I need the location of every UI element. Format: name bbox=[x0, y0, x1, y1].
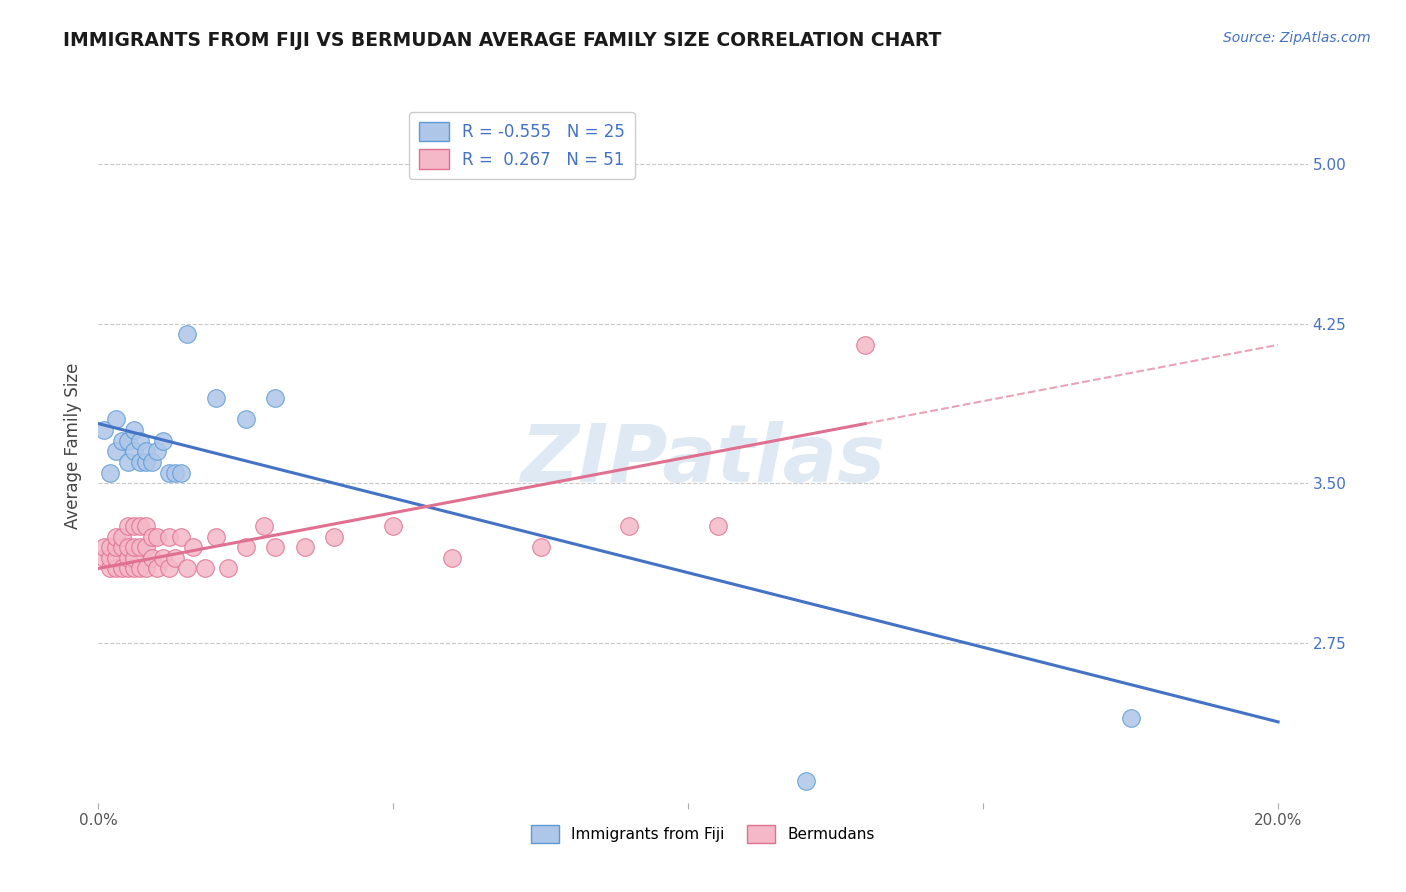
Text: IMMIGRANTS FROM FIJI VS BERMUDAN AVERAGE FAMILY SIZE CORRELATION CHART: IMMIGRANTS FROM FIJI VS BERMUDAN AVERAGE… bbox=[63, 31, 942, 50]
Point bbox=[122, 519, 145, 533]
Legend: Immigrants from Fiji, Bermudans: Immigrants from Fiji, Bermudans bbox=[526, 819, 880, 848]
Point bbox=[135, 455, 157, 469]
Point bbox=[181, 540, 204, 554]
Point bbox=[98, 561, 121, 575]
Point bbox=[93, 540, 115, 554]
Y-axis label: Average Family Size: Average Family Size bbox=[65, 363, 83, 529]
Point bbox=[117, 519, 139, 533]
Text: ZIPatlas: ZIPatlas bbox=[520, 421, 886, 500]
Point bbox=[794, 774, 817, 789]
Point bbox=[152, 434, 174, 448]
Point bbox=[146, 561, 169, 575]
Point bbox=[530, 540, 553, 554]
Point bbox=[128, 519, 150, 533]
Point bbox=[135, 444, 157, 458]
Point bbox=[157, 466, 180, 480]
Point bbox=[146, 444, 169, 458]
Point bbox=[135, 561, 157, 575]
Point bbox=[217, 561, 239, 575]
Point bbox=[382, 519, 405, 533]
Point bbox=[294, 540, 316, 554]
Point bbox=[135, 540, 157, 554]
Point bbox=[128, 561, 150, 575]
Point bbox=[117, 540, 139, 554]
Point bbox=[170, 529, 193, 543]
Point bbox=[98, 540, 121, 554]
Point bbox=[122, 444, 145, 458]
Point bbox=[93, 550, 115, 565]
Point bbox=[105, 529, 128, 543]
Point bbox=[111, 561, 134, 575]
Point bbox=[170, 466, 193, 480]
Point bbox=[176, 327, 198, 342]
Point bbox=[441, 550, 464, 565]
Point bbox=[98, 466, 121, 480]
Point bbox=[152, 550, 174, 565]
Point bbox=[194, 561, 217, 575]
Point bbox=[128, 455, 150, 469]
Point bbox=[105, 561, 128, 575]
Text: Source: ZipAtlas.com: Source: ZipAtlas.com bbox=[1223, 31, 1371, 45]
Point bbox=[117, 550, 139, 565]
Point bbox=[93, 423, 115, 437]
Point bbox=[619, 519, 641, 533]
Point bbox=[235, 412, 257, 426]
Point bbox=[98, 550, 121, 565]
Point bbox=[122, 550, 145, 565]
Point bbox=[117, 561, 139, 575]
Point bbox=[105, 444, 128, 458]
Point bbox=[141, 455, 163, 469]
Point bbox=[122, 423, 145, 437]
Point bbox=[105, 540, 128, 554]
Point bbox=[105, 550, 128, 565]
Point bbox=[853, 338, 876, 352]
Point bbox=[1119, 710, 1142, 724]
Point bbox=[264, 391, 287, 405]
Point bbox=[706, 519, 728, 533]
Point bbox=[111, 540, 134, 554]
Point bbox=[235, 540, 257, 554]
Point bbox=[111, 434, 134, 448]
Point bbox=[105, 412, 128, 426]
Point bbox=[146, 529, 169, 543]
Point bbox=[111, 529, 134, 543]
Point bbox=[157, 561, 180, 575]
Point bbox=[205, 529, 228, 543]
Point bbox=[117, 455, 139, 469]
Point bbox=[128, 434, 150, 448]
Point bbox=[264, 540, 287, 554]
Point bbox=[122, 561, 145, 575]
Point bbox=[165, 550, 187, 565]
Point bbox=[176, 561, 198, 575]
Point bbox=[157, 529, 180, 543]
Point bbox=[122, 540, 145, 554]
Point bbox=[205, 391, 228, 405]
Point bbox=[165, 466, 187, 480]
Point bbox=[135, 519, 157, 533]
Point bbox=[323, 529, 346, 543]
Point bbox=[252, 519, 274, 533]
Point bbox=[141, 550, 163, 565]
Point bbox=[141, 529, 163, 543]
Point bbox=[117, 434, 139, 448]
Point bbox=[128, 540, 150, 554]
